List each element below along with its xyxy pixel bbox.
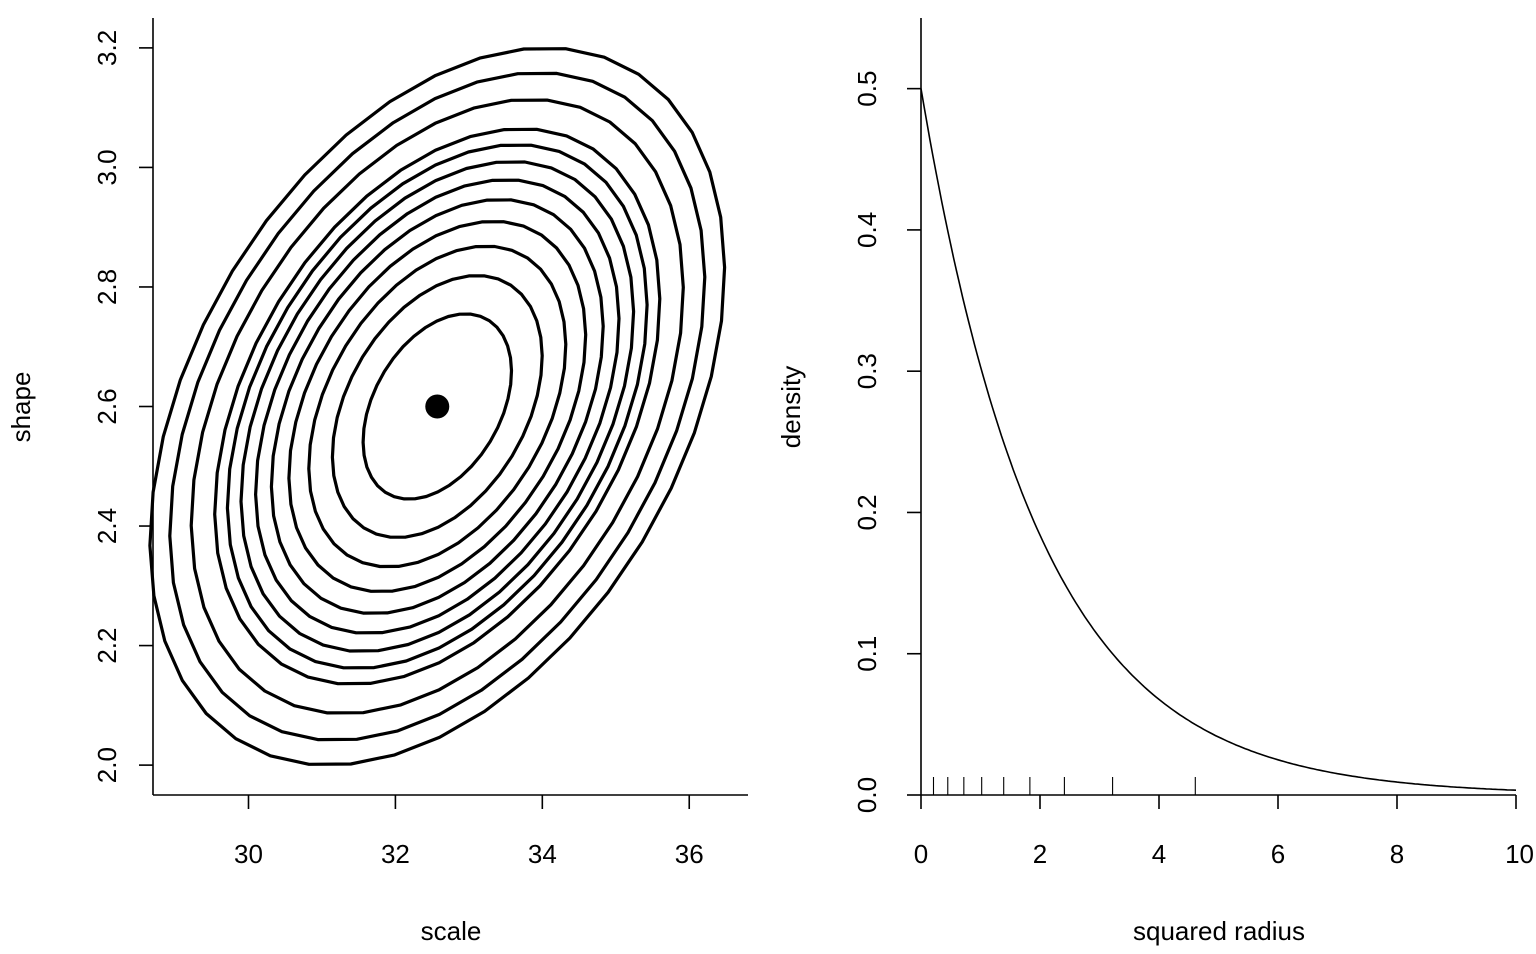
x-tick-label-left: 32 [381, 839, 410, 869]
density-panel: 0 2 4 6 8 10 0.0 0.1 0.2 0.3 0.4 0.5 squared radiu… [776, 18, 1534, 946]
contour-panel: 30 32 34 36 2.0 2.2 2.4 2.6 2.8 3.0 3.2 scale sha… [6, 18, 748, 946]
contour-line-11 [168, 71, 707, 742]
y-tick-label-left: 2.0 [92, 747, 122, 783]
contour-line-7 [239, 160, 636, 653]
contour-line-8 [225, 143, 649, 670]
y-tick-label-left: 2.8 [92, 269, 122, 305]
contour-line-6 [254, 178, 621, 635]
y-tick-label-left: 2.6 [92, 388, 122, 424]
x-tick-label-right: 2 [1033, 839, 1047, 869]
x-axis-right: 0 2 4 6 8 10 [914, 794, 1534, 869]
x-tick-label-left: 36 [675, 839, 704, 869]
y-tick-label-left: 3.0 [92, 149, 122, 185]
x-tick-label-right: 0 [914, 839, 928, 869]
contour-line-12 [148, 47, 727, 766]
y-tick-label-right: 0.1 [852, 636, 882, 672]
contour-line-5 [269, 198, 605, 615]
contour-line-2 [330, 274, 544, 539]
contour-line-9 [213, 127, 662, 686]
x-tick-label-right: 4 [1152, 839, 1166, 869]
contour-line-4 [287, 220, 588, 593]
y-tick-label-right: 0.5 [852, 71, 882, 107]
y-tick-label-left: 3.2 [92, 30, 122, 66]
x-axis-label-right: squared radius [1133, 916, 1305, 946]
x-axis-label-left: scale [421, 916, 482, 946]
rug-marks [932, 777, 1196, 795]
y-axis-right: 0.0 0.1 0.2 0.3 0.4 0.5 [852, 18, 922, 813]
contour-line-3 [307, 244, 568, 569]
contour-lines [148, 47, 727, 766]
y-tick-label-right: 0.4 [852, 212, 882, 248]
y-axis-left: 2.0 2.2 2.4 2.6 2.8 3.0 3.2 [92, 18, 154, 795]
x-tick-label-right: 10 [1505, 839, 1534, 869]
x-axis-left: 30 32 34 36 [153, 794, 748, 869]
y-axis-label-right: density [776, 366, 806, 448]
contour-line-10 [189, 98, 685, 715]
y-tick-label-right: 0.3 [852, 353, 882, 389]
x-tick-label-right: 8 [1390, 839, 1404, 869]
contour-line-1 [361, 312, 514, 501]
y-tick-label-left: 2.4 [92, 508, 122, 544]
x-tick-label-right: 6 [1271, 839, 1285, 869]
x-tick-label-left: 34 [528, 839, 557, 869]
mle-point [425, 394, 450, 419]
y-tick-label-left: 2.2 [92, 627, 122, 663]
y-axis-label-left: shape [6, 372, 36, 443]
density-curve [920, 88, 1517, 791]
y-tick-label-right: 0.2 [852, 494, 882, 530]
x-tick-label-left: 30 [234, 839, 263, 869]
y-tick-label-right: 0.0 [852, 777, 882, 813]
